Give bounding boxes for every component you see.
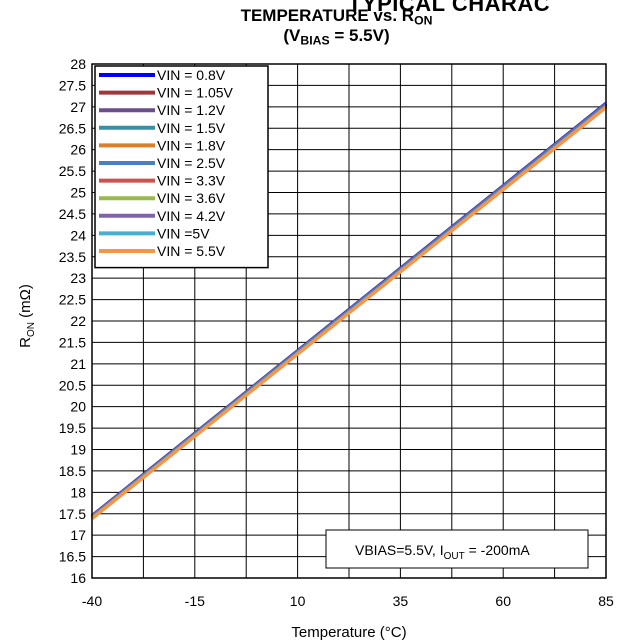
- annotation: VBIAS=5.5V, IOUT = -200mA: [325, 529, 589, 569]
- legend-label-1: VIN = 1.05V: [157, 85, 234, 101]
- legend-label-7: VIN = 3.6V: [157, 190, 226, 206]
- y-tick-label: 24.5: [59, 206, 86, 222]
- y-tick-label: 27.5: [59, 77, 86, 93]
- chart-header: TYPICAL CHARAC TEMPERATURE vs. RON (VBIA…: [0, 0, 617, 60]
- legend-label-6: VIN = 3.3V: [157, 173, 226, 189]
- chart-subtitle-post: = 5.5V): [329, 26, 390, 45]
- y-tick-label: 28: [70, 56, 86, 72]
- y-tick-label: 22.5: [59, 292, 86, 308]
- y-tick-label: 26: [70, 142, 86, 158]
- annotation-text: VBIAS=5.5V, IOUT = -200mA: [355, 542, 530, 562]
- chart-subtitle-subscript: BIAS: [300, 33, 330, 48]
- y-tick-label: 18.5: [59, 463, 86, 479]
- y-axis-title-main: R: [17, 337, 34, 348]
- legend-label-10: VIN = 5.5V: [157, 243, 226, 259]
- y-axis-title: RON (mΩ): [17, 284, 37, 348]
- y-tick-label: 20.5: [59, 377, 86, 393]
- y-tick-label: 19.5: [59, 420, 86, 436]
- y-tick-label: 19: [70, 442, 86, 458]
- y-tick-label: 24: [70, 227, 86, 243]
- legend-label-3: VIN = 1.5V: [157, 120, 226, 136]
- y-tick-label: 27: [70, 99, 86, 115]
- x-tick-label: 10: [290, 593, 306, 609]
- annotation-box: [325, 529, 589, 569]
- x-axis-title: Temperature (°C): [291, 624, 406, 641]
- chart-title-main: TEMPERATURE vs. R: [240, 6, 415, 25]
- annotation-main: VBIAS=5.5V, I: [355, 542, 444, 558]
- chart-title-subscript: ON: [414, 13, 433, 28]
- y-axis-title-subscript: ON: [26, 322, 37, 337]
- legend-label-9: VIN =5V: [157, 225, 210, 241]
- section-banner: TYPICAL CHARAC: [348, 0, 551, 16]
- series-lines: [90, 102, 608, 520]
- x-tick-label: -40: [82, 593, 102, 609]
- y-axis-title-unit: (mΩ): [17, 284, 34, 322]
- chart-title-line2: (VBIAS = 5.5V): [0, 26, 617, 48]
- x-tick-label: 85: [598, 593, 614, 609]
- y-tick-label: 16: [70, 570, 86, 586]
- y-tick-label: 18: [70, 484, 86, 500]
- y-tick-label: 23.5: [59, 249, 86, 265]
- y-tick-label: 21: [70, 356, 86, 372]
- plot-area-frame: [91, 63, 607, 579]
- legend-label-5: VIN = 2.5V: [157, 155, 226, 171]
- x-tick-label: 60: [495, 593, 511, 609]
- legend-label-4: VIN = 1.8V: [157, 137, 226, 153]
- x-axis-ticks: -40 -15 10 35 60 85: [82, 593, 614, 609]
- y-tick-label: 26.5: [59, 120, 86, 136]
- chart-title-line1: TEMPERATURE vs. RON: [0, 6, 617, 28]
- x-tick-label: 35: [393, 593, 409, 609]
- y-tick-label: 21.5: [59, 334, 86, 350]
- y-tick-label: 25: [70, 185, 86, 201]
- x-tick-label: -15: [185, 593, 205, 609]
- chart-subtitle-pre: (V: [283, 26, 301, 45]
- legend-label-8: VIN = 4.2V: [157, 208, 226, 224]
- annotation-post: = -200mA: [465, 542, 531, 558]
- legend-label-0: VIN = 0.8V: [157, 67, 226, 83]
- y-tick-label: 20: [70, 399, 86, 415]
- y-tick-label: 17.5: [59, 506, 86, 522]
- y-tick-label: 22: [70, 313, 86, 329]
- annotation-subscript: OUT: [444, 551, 465, 562]
- legend-label-2: VIN = 1.2V: [157, 102, 226, 118]
- y-tick-label: 25.5: [59, 163, 86, 179]
- y-tick-label: 17: [70, 527, 86, 543]
- y-tick-label: 16.5: [59, 549, 86, 565]
- series-line-10: [90, 105, 608, 520]
- y-tick-label: 23: [70, 270, 86, 286]
- y-axis-ticks: 16 16.5 17 17.5 18 18.5 19 19.5 20 20.5 21 21.5 22 22…: [59, 56, 86, 586]
